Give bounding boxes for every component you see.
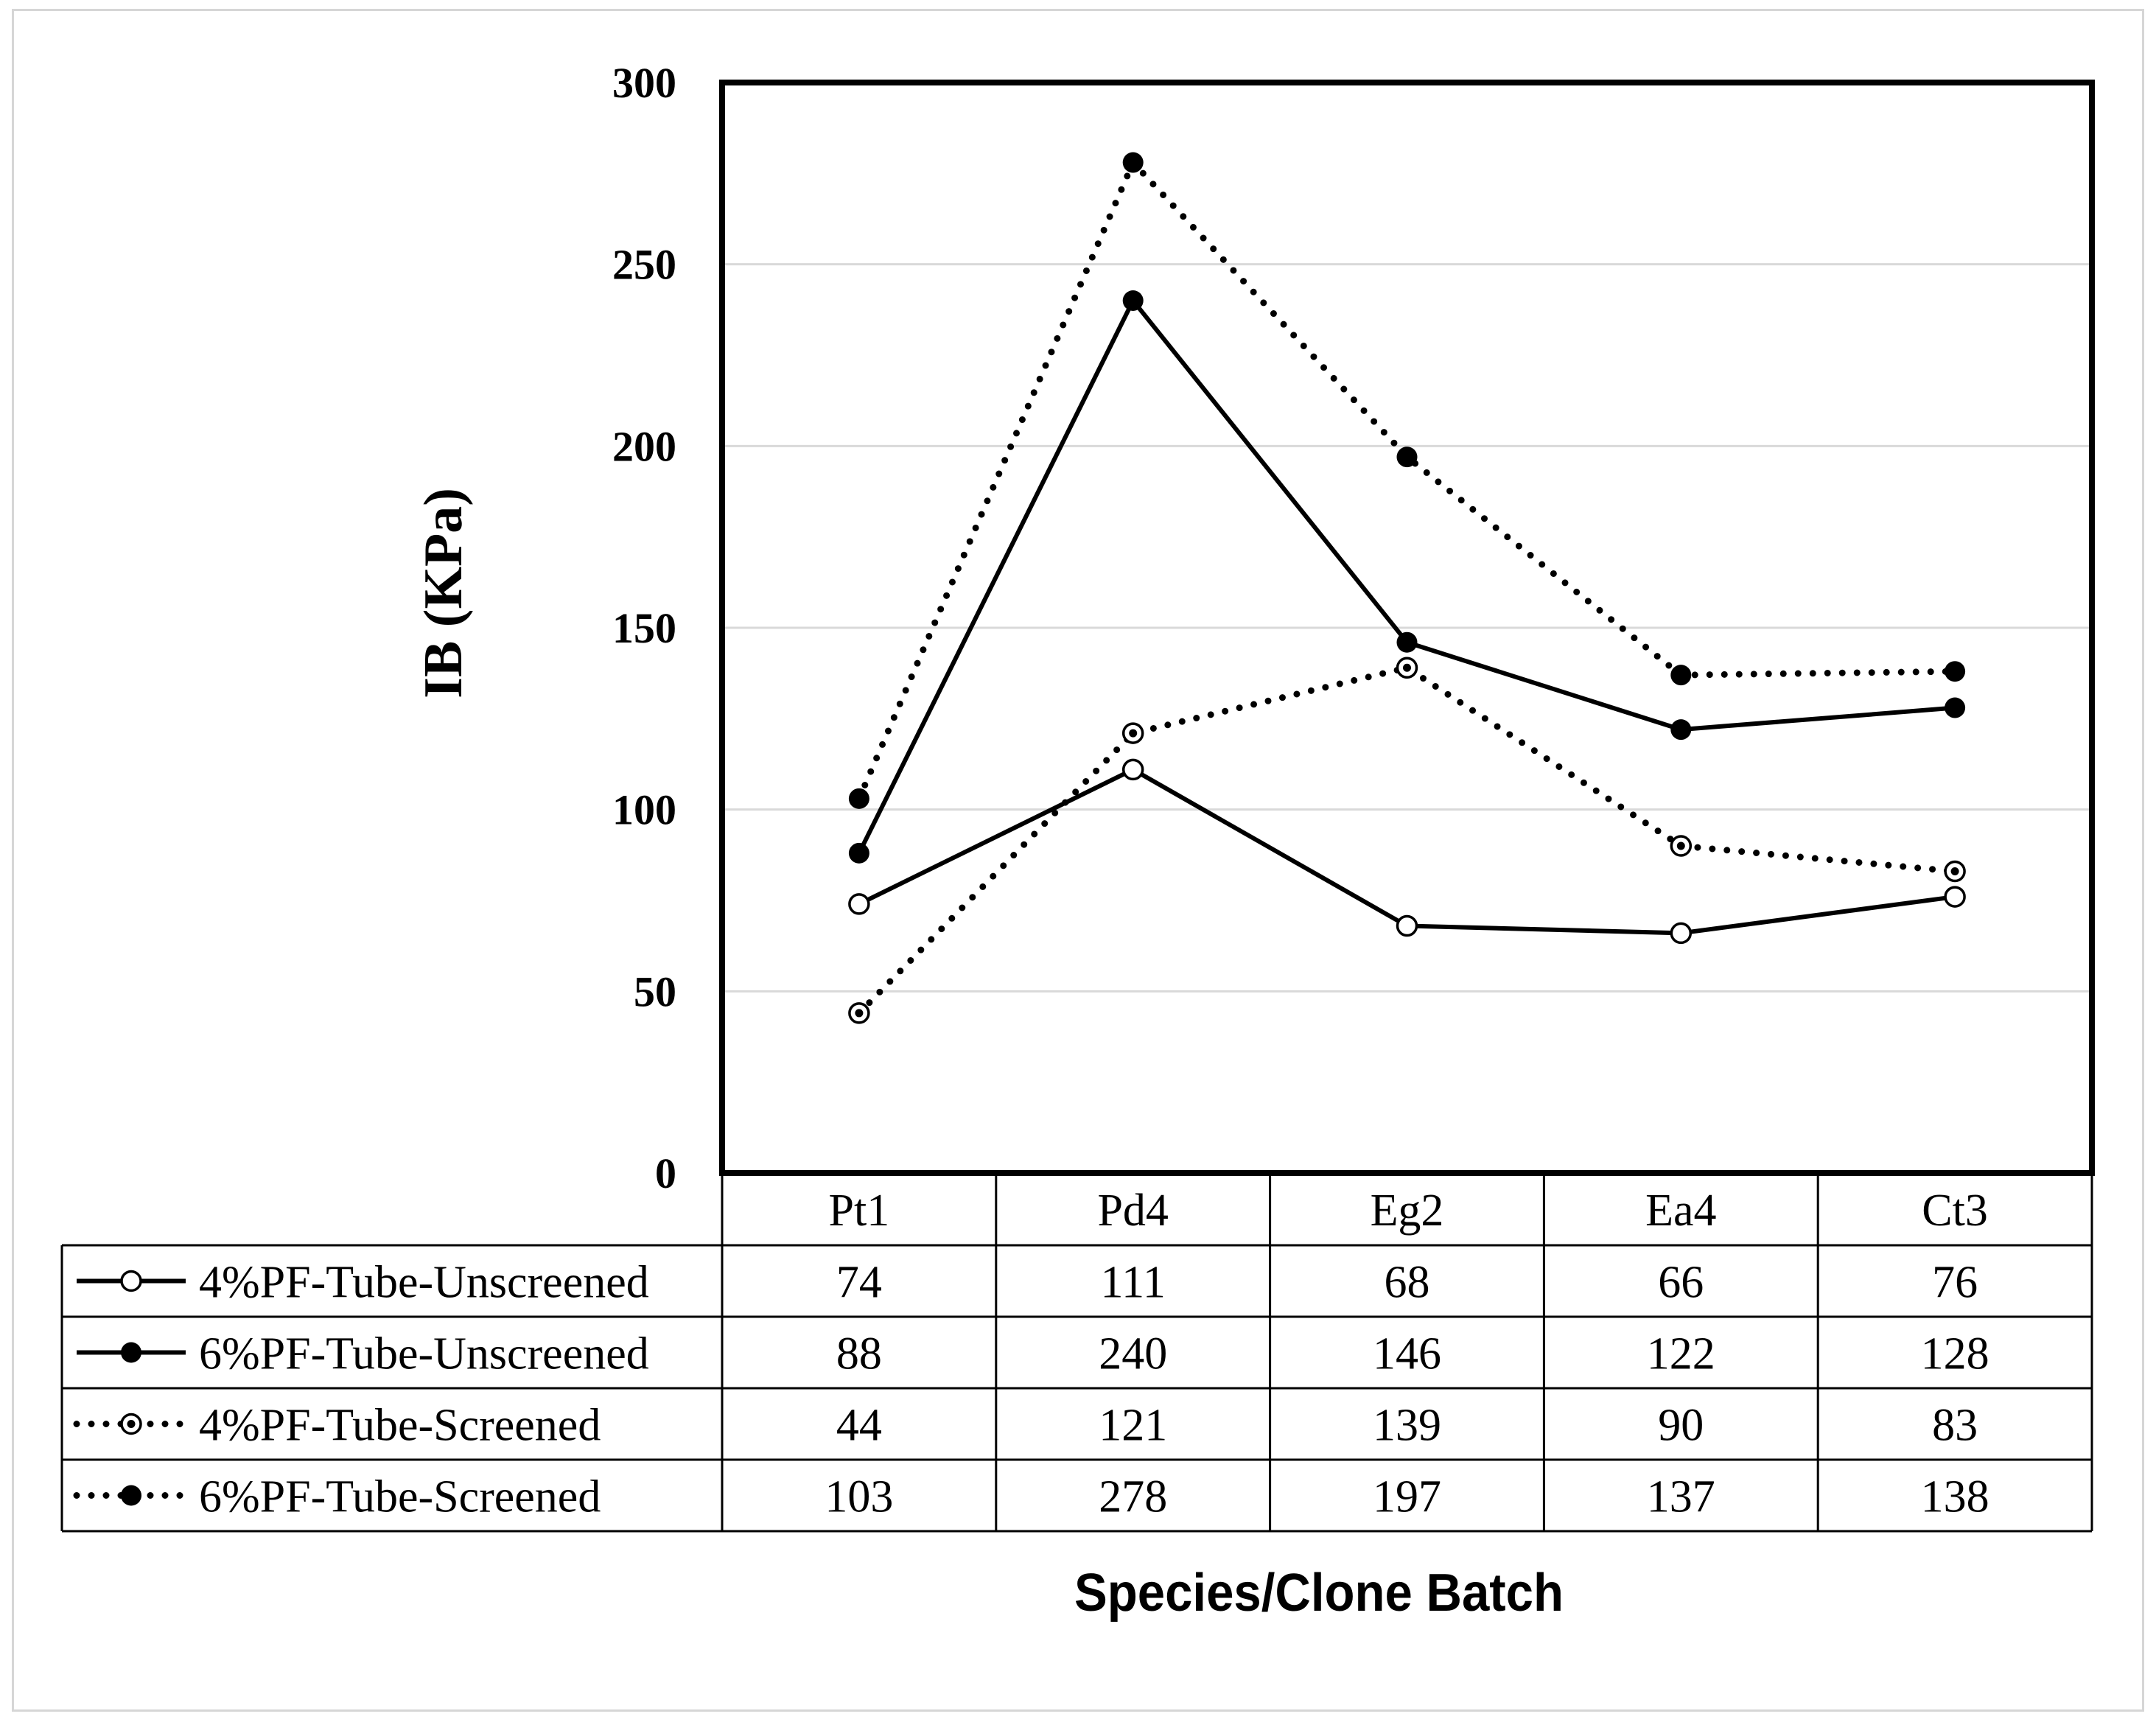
- data-table: Pt1 Pd4 Eg2 Ea4 Ct3 4%PF-Tube-Unscreened 74 111…: [60, 1173, 2093, 1533]
- table-cell-value: 88: [836, 1329, 882, 1379]
- table-cell-value: 111: [1100, 1258, 1165, 1308]
- table-cell-value: 66: [1658, 1258, 1704, 1308]
- y-tick-label: 100: [612, 786, 676, 834]
- table-cell-value: 74: [836, 1258, 882, 1308]
- table-cell-value: 103: [825, 1472, 893, 1522]
- y-tick-label: 0: [655, 1149, 676, 1197]
- data-point: [1396, 657, 1418, 679]
- table-cell-value: 44: [836, 1401, 882, 1451]
- series-lines: [855, 159, 1959, 1017]
- data-point: [1122, 290, 1144, 311]
- x-axis-label: Species/Clone Batch: [1074, 1564, 1564, 1623]
- legend-key-marker: [121, 1485, 141, 1506]
- y-tick-label: 200: [612, 422, 676, 470]
- table-cell-value: 146: [1373, 1329, 1441, 1379]
- data-point: [1396, 914, 1418, 937]
- y-axis-label: IB (KPa): [413, 488, 474, 699]
- y-tick-label: 50: [634, 967, 676, 1015]
- data-point: [1121, 758, 1144, 781]
- table-cell-value: 240: [1099, 1329, 1167, 1379]
- table-cell-value: 122: [1647, 1329, 1715, 1379]
- data-point: [1396, 447, 1418, 468]
- table-cell-value: 139: [1373, 1401, 1441, 1451]
- table-cell-value: 197: [1373, 1472, 1441, 1522]
- series-line-4: [855, 159, 1959, 802]
- legend-key-marker: [120, 1413, 142, 1435]
- data-point: [848, 893, 870, 915]
- series-markers: [848, 152, 1966, 1024]
- legend-label: 4%PF-Tube-Unscreened: [199, 1258, 649, 1308]
- legend-key-marker: [121, 1342, 141, 1363]
- table-cell-value: 90: [1658, 1401, 1704, 1451]
- data-point: [1945, 697, 1966, 718]
- table-cell-value: 121: [1099, 1401, 1167, 1451]
- table-cell-value: 76: [1932, 1258, 1978, 1308]
- x-tick-label: Pd4: [1097, 1186, 1168, 1236]
- plot-area-border: [719, 80, 2095, 1176]
- data-point: [1396, 631, 1418, 653]
- x-tick-label: Ea4: [1645, 1186, 1716, 1236]
- table-cell-value: 83: [1932, 1401, 1978, 1451]
- gridlines: [722, 263, 2092, 993]
- x-tick-label: Pt1: [829, 1186, 890, 1236]
- data-point: [1670, 719, 1692, 741]
- table-cell-value: 128: [1921, 1329, 1989, 1379]
- legend-label: 6%PF-Tube-Screened: [199, 1472, 601, 1522]
- figure-frame: [12, 9, 2144, 1712]
- x-tick-label: Ct3: [1922, 1186, 1988, 1236]
- data-point: [1945, 661, 1966, 682]
- x-tick-label: Eg2: [1371, 1186, 1444, 1236]
- data-point: [848, 788, 869, 809]
- y-tick-label: 300: [612, 59, 676, 107]
- legend-label: 6%PF-Tube-Unscreened: [199, 1329, 649, 1379]
- data-point: [1944, 886, 1966, 908]
- table-cell-value: 278: [1099, 1472, 1167, 1522]
- data-point: [848, 1002, 870, 1024]
- y-tick-label: 150: [612, 604, 676, 652]
- table-cell-value: 68: [1385, 1258, 1430, 1308]
- y-tick-label: 250: [612, 241, 676, 289]
- table-cell-value: 138: [1921, 1472, 1989, 1522]
- y-axis-ticks: 0 50 100 150 200 250 300: [612, 59, 676, 1197]
- series-line-3: [855, 664, 1959, 1017]
- data-point: [1121, 722, 1144, 744]
- data-point: [1122, 152, 1144, 173]
- legend-label: 4%PF-Tube-Screened: [199, 1401, 601, 1451]
- data-point: [1944, 860, 1966, 883]
- series-line-1: [858, 767, 1956, 936]
- data-point: [1670, 922, 1693, 945]
- legend-key-marker: [120, 1270, 142, 1292]
- data-point: [1670, 665, 1692, 686]
- series-line-2: [857, 298, 1956, 855]
- data-point: [848, 842, 869, 864]
- data-point: [1670, 835, 1693, 857]
- table-cell-value: 137: [1647, 1472, 1715, 1522]
